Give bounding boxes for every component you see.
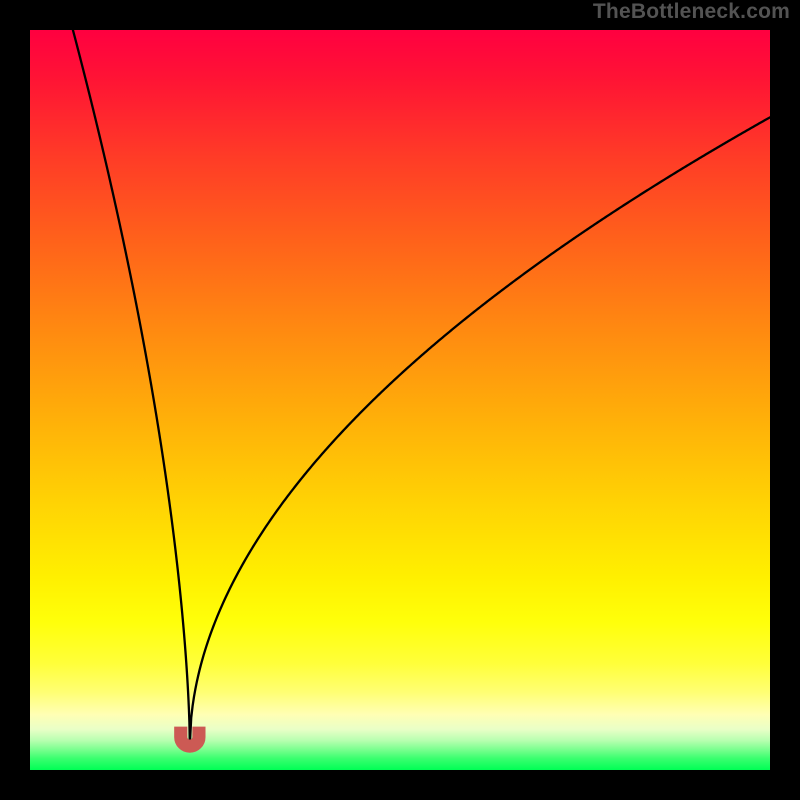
figure-root: TheBottleneck.com: [0, 0, 800, 800]
gradient-background: [30, 30, 770, 770]
watermark-text: TheBottleneck.com: [593, 0, 790, 24]
plot-svg: [30, 30, 770, 770]
bottleneck-plot: [30, 30, 770, 770]
